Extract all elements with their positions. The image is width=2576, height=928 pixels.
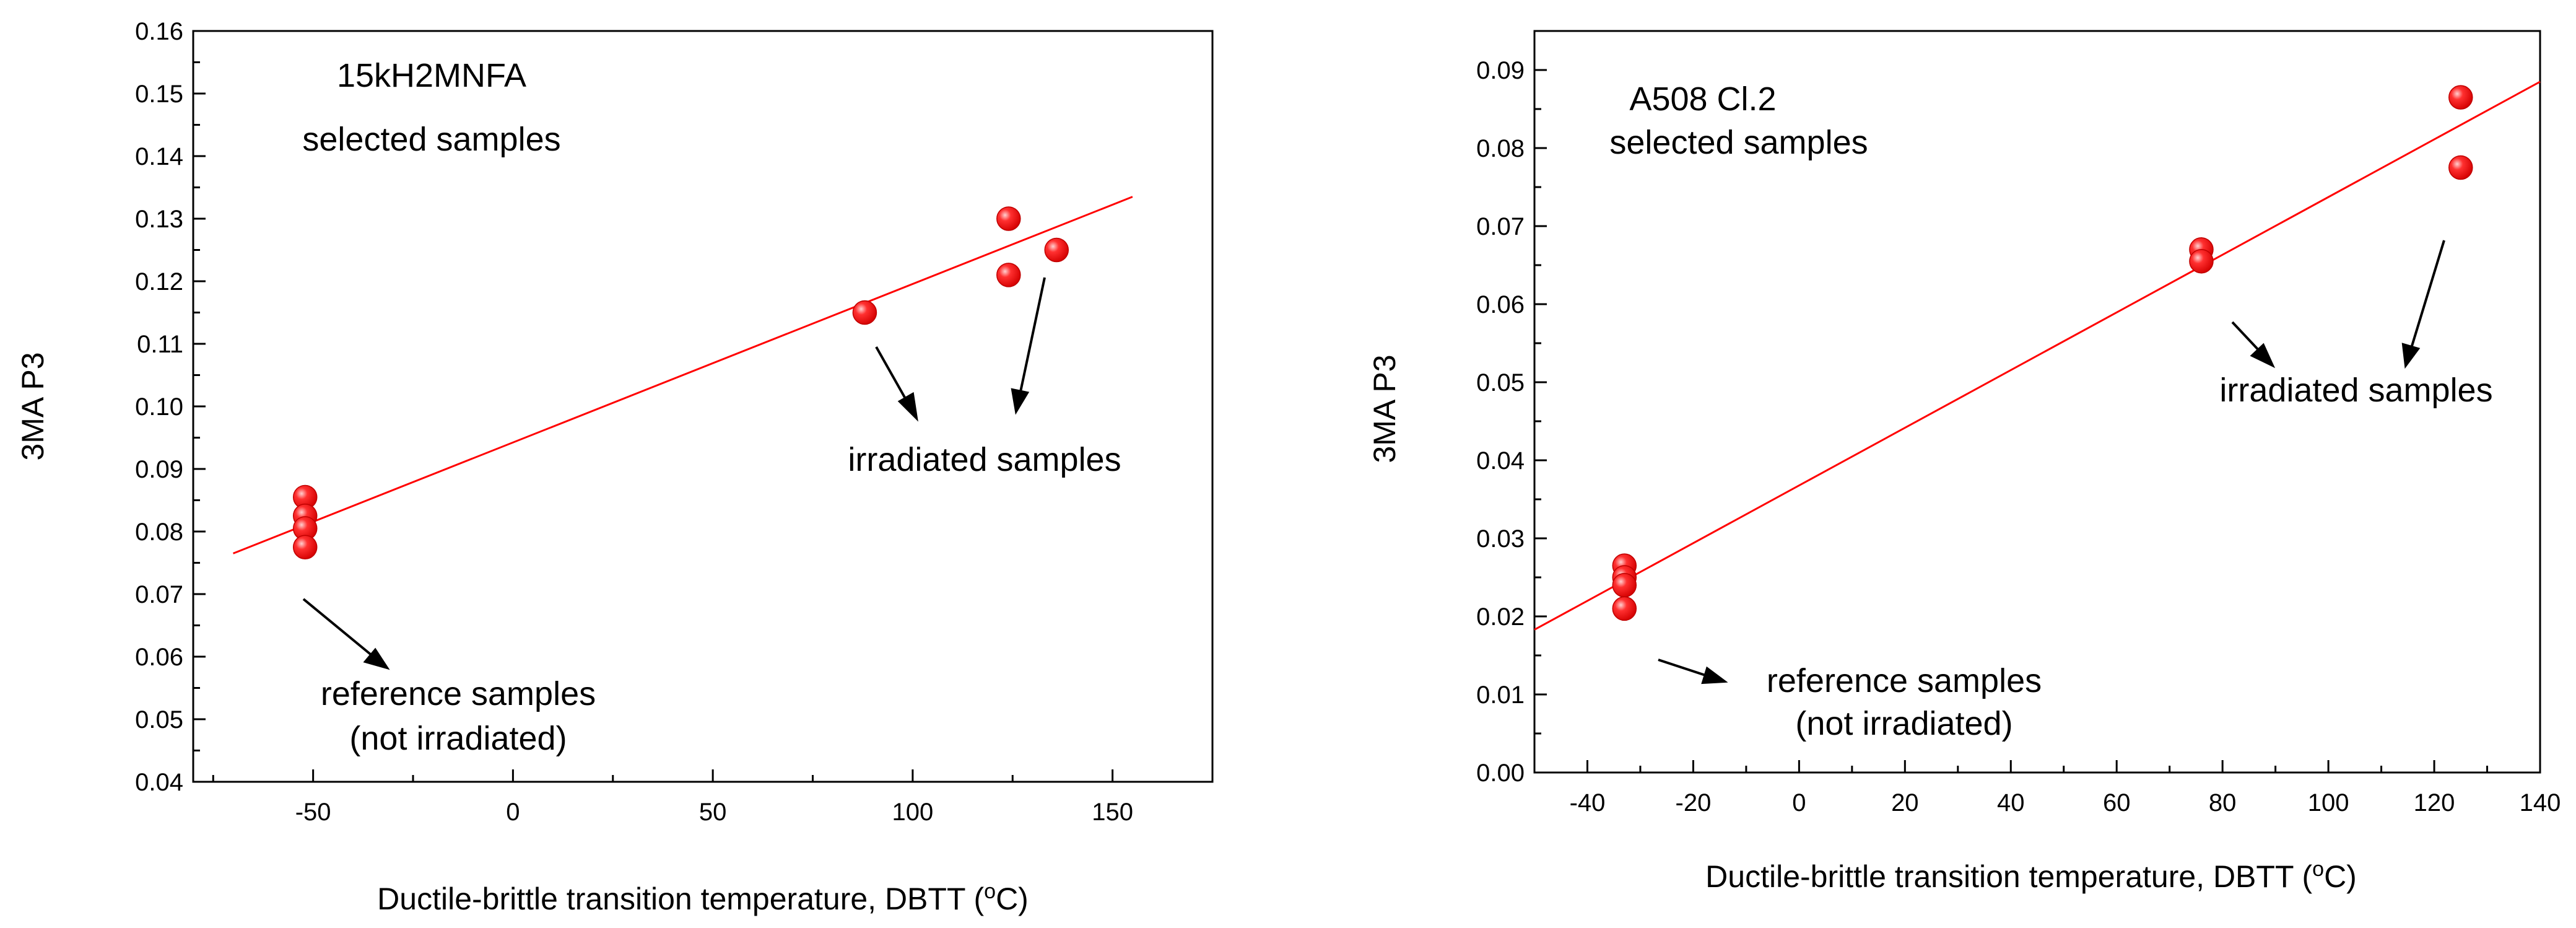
x-axis: -40 -20 0 20 40 60 80 100 120 140 <box>1533 760 2561 816</box>
chart-a508-cl2: 0.00 0.01 0.02 0.03 0.04 0.05 0.06 0.07 0.08 0.09… <box>1367 30 2561 894</box>
y-axis: 0.00 0.01 0.02 0.03 0.04 0.05 0.06 0.07 0.08 0.09 <box>1476 57 1547 787</box>
x-tick-label: 100 <box>892 799 934 826</box>
chart-title-line-1: 15kH2MNFA <box>337 57 526 94</box>
annotation-reference-line-1: reference samples <box>1767 662 2042 699</box>
y-tick-label: 0.03 <box>1476 525 1525 553</box>
arrow-irradiated-2 <box>2401 240 2445 369</box>
y-tick-label: 0.07 <box>1476 213 1525 240</box>
y-tick-label: 0.10 <box>135 393 183 421</box>
y-axis-label: 3MA P3 <box>15 352 50 460</box>
fit-line <box>232 196 1133 554</box>
annotation-irradiated: irradiated samples <box>848 441 1121 478</box>
x-axis: -50 0 50 100 150 <box>212 769 1214 826</box>
x-tick-label: 40 <box>1997 789 2025 816</box>
y-axis-label: 3MA P3 <box>1367 354 1402 463</box>
x-tick-label: 150 <box>1092 799 1133 826</box>
x-tick-label: 50 <box>699 799 727 826</box>
x-tick-label: 140 <box>2520 789 2561 816</box>
y-tick-label: 0.07 <box>135 581 183 608</box>
x-tick-label: -50 <box>295 799 331 826</box>
y-tick-label: 0.06 <box>135 644 183 671</box>
y-tick-label: 0.14 <box>135 143 183 170</box>
chart-title-line-1: A508 Cl.2 <box>1629 81 1776 118</box>
y-tick-label: 0.02 <box>1476 603 1525 631</box>
chart-title-line-2: selected samples <box>302 121 560 158</box>
x-tick-label: -40 <box>1570 789 1606 816</box>
y-tick-label: 0.04 <box>1476 447 1525 475</box>
x-tick-label: 0 <box>1792 789 1806 816</box>
data-point-irradiated-samples <box>996 263 1021 287</box>
data-point-irradiated-samples <box>852 300 877 325</box>
degree-symbol: o <box>984 880 996 903</box>
arrow-irradiated-1 <box>2231 321 2276 369</box>
fit-line <box>1534 81 2541 631</box>
annotation-reference-line-2: (not irradiated) <box>1795 705 2012 742</box>
arrow-reference <box>302 598 390 670</box>
y-tick-label: 0.08 <box>1476 135 1525 162</box>
x-axis-label: Ductile-brittle transition temperature, … <box>1705 857 2357 894</box>
data-point-irradiated-samples <box>2448 85 2473 110</box>
data-point-irradiated-samples <box>1044 237 1069 263</box>
x-tick-label: -20 <box>1676 789 1712 816</box>
y-tick-label: 0.09 <box>135 456 183 483</box>
arrow-irradiated-2 <box>1011 277 1046 415</box>
fit-line-group <box>1534 81 2541 631</box>
data-points <box>292 206 1069 559</box>
y-tick-label: 0.09 <box>1476 57 1525 84</box>
data-point-irradiated-samples <box>2448 155 2473 180</box>
y-tick-label: 0.01 <box>1476 681 1525 709</box>
x-tick-label: 0 <box>506 799 520 826</box>
y-tick-label: 0.00 <box>1476 759 1525 787</box>
fit-line-group <box>232 196 1133 554</box>
y-tick-label: 0.11 <box>137 331 183 358</box>
data-point-reference-samples <box>1612 596 1637 621</box>
y-tick-label: 0.04 <box>135 769 183 796</box>
degree-symbol: o <box>2312 857 2324 881</box>
annotation-arrows <box>1658 240 2445 685</box>
y-tick-label: 0.05 <box>1476 369 1525 396</box>
x-tick-label: 80 <box>2209 789 2237 816</box>
y-tick-label: 0.06 <box>1476 291 1525 318</box>
data-points <box>1612 85 2473 621</box>
y-tick-label: 0.12 <box>135 268 183 295</box>
annotation-irradiated: irradiated samples <box>2219 372 2492 409</box>
y-tick-label: 0.16 <box>135 18 183 45</box>
y-tick-label: 0.13 <box>135 206 183 233</box>
data-point-irradiated-samples <box>2189 248 2214 274</box>
annotation-arrows <box>302 277 1046 670</box>
data-point-reference-samples <box>292 535 318 559</box>
plot-area-frame <box>1533 30 2541 774</box>
x-axis-label: Ductile-brittle transition temperature, … <box>377 880 1029 916</box>
annotation-reference-line-1: reference samples <box>321 675 596 712</box>
chart-title-line-2: selected samples <box>1609 124 1868 161</box>
y-tick-label: 0.15 <box>135 81 183 108</box>
y-axis: 0.04 0.05 0.06 0.07 0.08 0.09 0.10 0.11 0.12 0.13… <box>135 18 206 796</box>
data-point-reference-samples <box>1612 572 1637 598</box>
arrow-reference <box>1658 659 1728 685</box>
x-tick-label: 20 <box>1891 789 1919 816</box>
arrow-irradiated-1 <box>875 346 918 422</box>
y-tick-label: 0.05 <box>135 706 183 733</box>
x-tick-label: 60 <box>2103 789 2131 816</box>
x-tick-label: 100 <box>2308 789 2349 816</box>
chart-15kh2mnfa: 0.04 0.05 0.06 0.07 0.08 0.09 0.10 0.11 0.12 0.13… <box>15 18 1214 916</box>
data-point-irradiated-samples <box>996 206 1021 231</box>
x-tick-label: 120 <box>2414 789 2455 816</box>
y-tick-label: 0.08 <box>135 519 183 546</box>
annotation-reference-line-2: (not irradiated) <box>349 720 567 757</box>
